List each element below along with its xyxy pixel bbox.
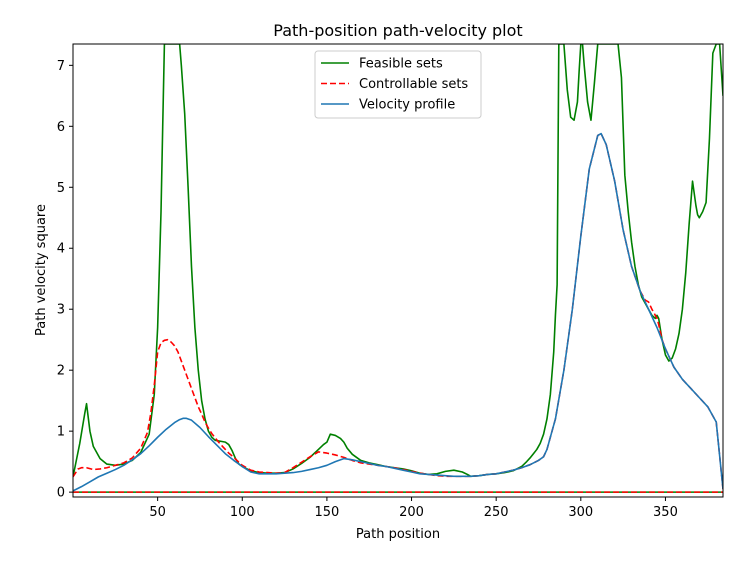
- legend-label: Feasible sets: [359, 57, 443, 72]
- y-tick-label: 1: [57, 425, 65, 440]
- y-tick-label: 7: [57, 59, 65, 74]
- y-tick-label: 5: [57, 181, 65, 196]
- y-axis-label: Path velocity square: [34, 204, 49, 336]
- x-axis-label: Path position: [356, 527, 440, 542]
- series-layer: [73, 44, 723, 493]
- y-tick-label: 3: [57, 303, 65, 318]
- y-axis: 0 1 2 3 4 5 6 7: [57, 59, 73, 501]
- y-tick-label: 4: [57, 242, 65, 257]
- legend-label: Controllable sets: [359, 77, 468, 92]
- plot-frame: [72, 43, 724, 498]
- x-tick-label: 250: [484, 505, 509, 520]
- chart-title: Path-position path-velocity plot: [273, 21, 522, 40]
- velocity-profile-line: [73, 132, 723, 492]
- x-tick-label: 350: [653, 505, 678, 520]
- legend-label: Velocity profile: [359, 98, 455, 113]
- x-axis: 50 100 150 200 250 300 350: [149, 497, 678, 520]
- x-tick-label: 300: [568, 505, 593, 520]
- y-tick-label: 2: [57, 364, 65, 379]
- legend: Feasible sets Controllable sets Velocity p…: [314, 50, 482, 119]
- legend-box: [314, 50, 482, 119]
- x-tick-label: 200: [399, 505, 424, 520]
- y-tick-label: 6: [57, 120, 65, 135]
- x-tick-label: 100: [230, 505, 255, 520]
- y-tick-label: 0: [57, 486, 65, 501]
- x-tick-label: 50: [149, 505, 166, 520]
- x-tick-label: 150: [314, 505, 339, 520]
